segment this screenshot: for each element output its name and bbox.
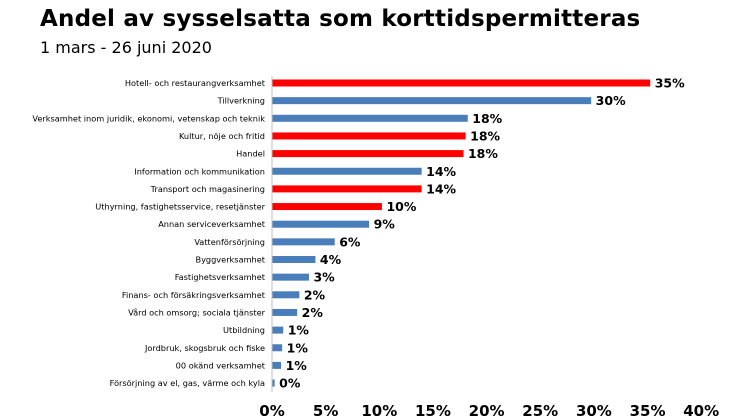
data-label: 14%: [426, 164, 456, 179]
bar: [272, 203, 382, 211]
bar: [272, 97, 592, 105]
bar: [272, 273, 309, 281]
bar: [272, 308, 298, 316]
data-label: 14%: [426, 181, 456, 196]
category-label: Transport och magasinering: [150, 184, 265, 194]
data-label: 2%: [304, 287, 326, 302]
bar: [272, 220, 370, 228]
category-label: Hotell- och restaurangverksamhet: [125, 78, 266, 88]
data-label: 18%: [468, 146, 498, 161]
data-label: 1%: [287, 340, 309, 355]
x-tick-label: 40%: [683, 402, 719, 419]
x-tick-label: 5%: [313, 402, 338, 419]
x-tick-label: 25%: [522, 402, 558, 419]
bar: [272, 344, 283, 352]
category-label: Finans- och försäkringsverksamhet: [122, 290, 266, 300]
bar: [272, 326, 284, 334]
category-label: Fastighetsverksamhet: [175, 272, 266, 282]
data-label: 1%: [288, 323, 310, 338]
category-label: Vattenförsörjning: [194, 237, 265, 247]
category-label: Uthyrning, fastighetsservice, resetjänst…: [95, 202, 265, 212]
bar: [272, 291, 300, 299]
bar: [272, 379, 275, 387]
category-label: Verksamhet inom juridik, ekonomi, vetens…: [32, 113, 265, 123]
category-label: Kultur, nöje och fritid: [179, 131, 265, 141]
category-label: Handel: [236, 149, 265, 159]
x-tick-label: 35%: [630, 402, 666, 419]
data-label: 3%: [313, 270, 335, 285]
x-tick-label: 0%: [259, 402, 284, 419]
bar: [272, 114, 468, 122]
data-label: 1%: [286, 358, 308, 373]
bar: [272, 167, 422, 175]
category-label: 00 okänd verksamhet: [176, 360, 266, 370]
category-label: Jordbruk, skogsbruk och fiske: [144, 343, 265, 353]
bar: [272, 256, 316, 263]
data-label: 6%: [339, 234, 361, 249]
chart-title: Andel av sysselsatta som korttidspermitt…: [40, 6, 641, 32]
bar: [272, 185, 422, 193]
chart-subtitle: 1 mars - 26 juni 2020: [40, 38, 212, 57]
data-label: 4%: [320, 252, 342, 267]
category-label: Annan serviceverksamhet: [158, 219, 266, 229]
bar: [272, 150, 464, 158]
bar: [272, 238, 335, 246]
x-tick-label: 10%: [361, 402, 397, 419]
data-label: 35%: [655, 76, 685, 91]
category-label: Försörjning av el, gas, värme och kyla: [110, 378, 265, 388]
data-label: 0%: [279, 376, 301, 391]
bar: [272, 132, 466, 140]
x-tick-label: 15%: [415, 402, 451, 419]
data-label: 10%: [386, 199, 416, 214]
category-label: Vård och omsorg; sociala tjänster: [128, 307, 266, 317]
data-label: 9%: [374, 217, 396, 232]
data-label: 30%: [596, 93, 626, 108]
category-label: Information och kommunikation: [134, 166, 265, 176]
category-label: Byggverksamhet: [195, 255, 265, 265]
data-label: 18%: [470, 128, 500, 143]
data-label: 18%: [472, 111, 502, 126]
bar: [272, 79, 651, 87]
category-label: Tillverkning: [217, 96, 265, 106]
category-label: Utbildning: [223, 325, 265, 335]
x-tick-label: 30%: [576, 402, 612, 419]
x-tick-label: 20%: [469, 402, 505, 419]
bar: [272, 361, 282, 369]
data-label: 2%: [302, 305, 324, 320]
